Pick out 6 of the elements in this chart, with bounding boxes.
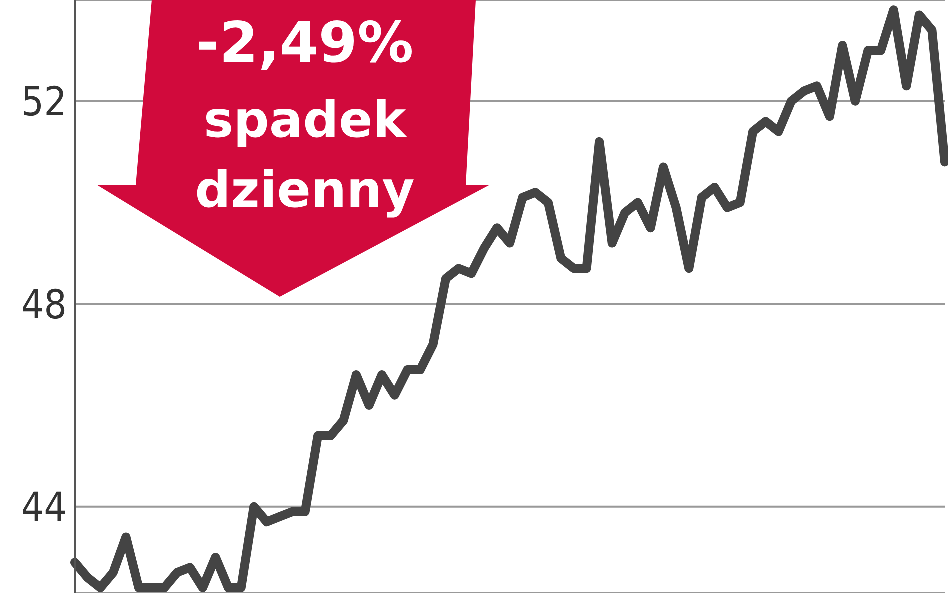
annotation: spadek	[204, 91, 408, 149]
y-tick-label: 44	[21, 485, 67, 532]
y-tick-label: 52	[21, 80, 67, 126]
annotation: -2,49%	[196, 11, 414, 76]
annotation: dzienny	[195, 161, 415, 219]
y-tick-label: 48	[21, 282, 67, 328]
